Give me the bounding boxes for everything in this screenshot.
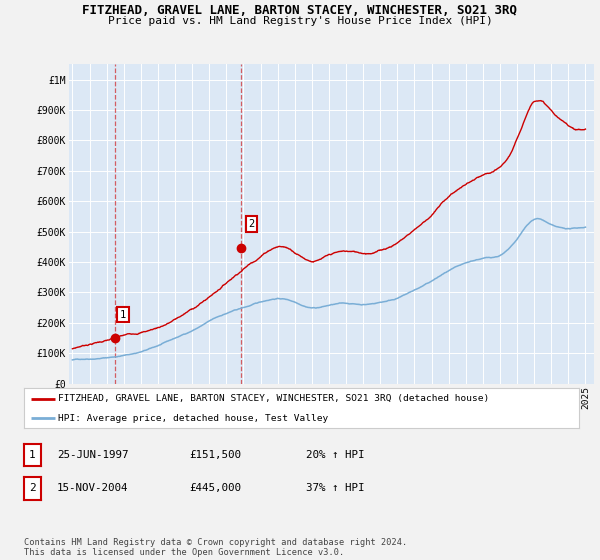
Text: 1: 1 — [120, 310, 127, 320]
Text: 25-JUN-1997: 25-JUN-1997 — [57, 450, 128, 460]
Text: Contains HM Land Registry data © Crown copyright and database right 2024.
This d: Contains HM Land Registry data © Crown c… — [24, 538, 407, 557]
Text: £151,500: £151,500 — [189, 450, 241, 460]
Text: 2: 2 — [248, 219, 255, 229]
Text: FITZHEAD, GRAVEL LANE, BARTON STACEY, WINCHESTER, SO21 3RQ: FITZHEAD, GRAVEL LANE, BARTON STACEY, WI… — [83, 4, 517, 17]
Text: 2: 2 — [29, 483, 36, 493]
Text: £445,000: £445,000 — [189, 483, 241, 493]
Text: HPI: Average price, detached house, Test Valley: HPI: Average price, detached house, Test… — [58, 414, 329, 423]
Text: 20% ↑ HPI: 20% ↑ HPI — [306, 450, 365, 460]
Text: 15-NOV-2004: 15-NOV-2004 — [57, 483, 128, 493]
Text: Price paid vs. HM Land Registry's House Price Index (HPI): Price paid vs. HM Land Registry's House … — [107, 16, 493, 26]
Text: 1: 1 — [29, 450, 36, 460]
Text: 37% ↑ HPI: 37% ↑ HPI — [306, 483, 365, 493]
Text: FITZHEAD, GRAVEL LANE, BARTON STACEY, WINCHESTER, SO21 3RQ (detached house): FITZHEAD, GRAVEL LANE, BARTON STACEY, WI… — [58, 394, 490, 403]
